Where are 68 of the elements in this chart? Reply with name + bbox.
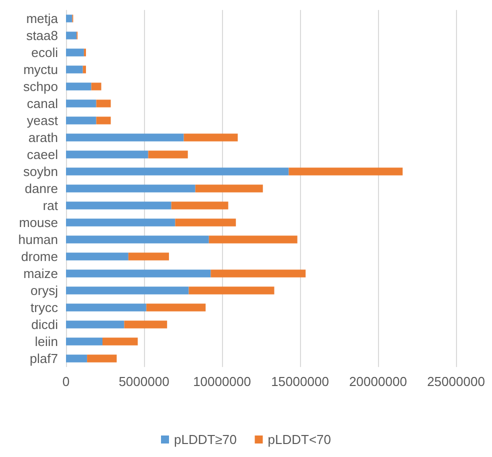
y-tick-label: human	[18, 232, 58, 247]
bar	[66, 320, 124, 328]
bar	[128, 252, 169, 260]
legend-label: pLDDT<70	[268, 432, 332, 447]
bar	[66, 116, 96, 124]
bar	[66, 338, 103, 346]
y-tick-label: metja	[26, 11, 59, 26]
bar	[188, 286, 274, 294]
bar	[171, 202, 228, 210]
bar	[96, 100, 111, 108]
x-tick-label: 25000000	[427, 374, 485, 389]
bar	[288, 168, 403, 176]
bar	[195, 184, 263, 192]
y-tick-label: dicdi	[31, 317, 58, 332]
y-tick-label: orysj	[30, 283, 58, 298]
bar	[66, 252, 128, 260]
legend-label: pLDDT≥70	[174, 432, 237, 447]
bar	[148, 150, 188, 158]
y-tick-label: plaf7	[30, 351, 58, 366]
y-tick-label: drome	[21, 249, 58, 264]
y-tick-label: schpo	[23, 79, 58, 94]
y-tick-label: soybn	[23, 164, 58, 179]
bar	[208, 236, 298, 244]
bar	[66, 270, 211, 278]
y-tick-label: arath	[28, 130, 58, 145]
bar	[146, 304, 206, 312]
bar	[175, 218, 236, 226]
bar	[66, 82, 92, 90]
y-tick-label: staa8	[26, 28, 58, 43]
bar	[66, 286, 189, 294]
bar	[184, 134, 238, 142]
bar	[66, 32, 77, 40]
bar	[66, 48, 84, 56]
bar	[91, 82, 102, 90]
y-tick-label: leiin	[34, 334, 58, 349]
bar	[87, 354, 117, 362]
bar	[96, 116, 111, 124]
y-tick-label: ecoli	[31, 45, 58, 60]
y-tick-label: mouse	[18, 215, 58, 230]
bar	[82, 66, 86, 74]
bar	[66, 218, 176, 226]
bar	[210, 270, 306, 278]
bar	[66, 134, 184, 142]
bar	[66, 66, 83, 74]
bar	[66, 304, 146, 312]
x-tick-label: 5000000	[118, 374, 170, 389]
bar	[66, 202, 172, 210]
y-tick-label: maize	[23, 266, 58, 281]
bar	[66, 354, 88, 362]
bar	[66, 236, 209, 244]
x-tick-label: 0	[62, 374, 70, 389]
y-tick-label: yeast	[26, 113, 58, 128]
y-tick-label: rat	[42, 198, 58, 213]
bar	[66, 150, 148, 158]
bar	[66, 168, 289, 176]
y-tick-label: caeel	[26, 147, 58, 162]
y-tick-label: danre	[24, 181, 58, 196]
x-tick-label: 20000000	[349, 374, 407, 389]
x-tick-label: 15000000	[271, 374, 329, 389]
bar	[66, 14, 72, 22]
bar	[102, 338, 138, 346]
x-tick-label: 10000000	[193, 374, 251, 389]
bar	[66, 184, 196, 192]
y-tick-label: trycc	[30, 300, 58, 315]
y-tick-label: canal	[26, 96, 58, 111]
bar	[124, 320, 168, 328]
bar	[66, 100, 96, 108]
y-tick-label: myctu	[23, 62, 58, 77]
